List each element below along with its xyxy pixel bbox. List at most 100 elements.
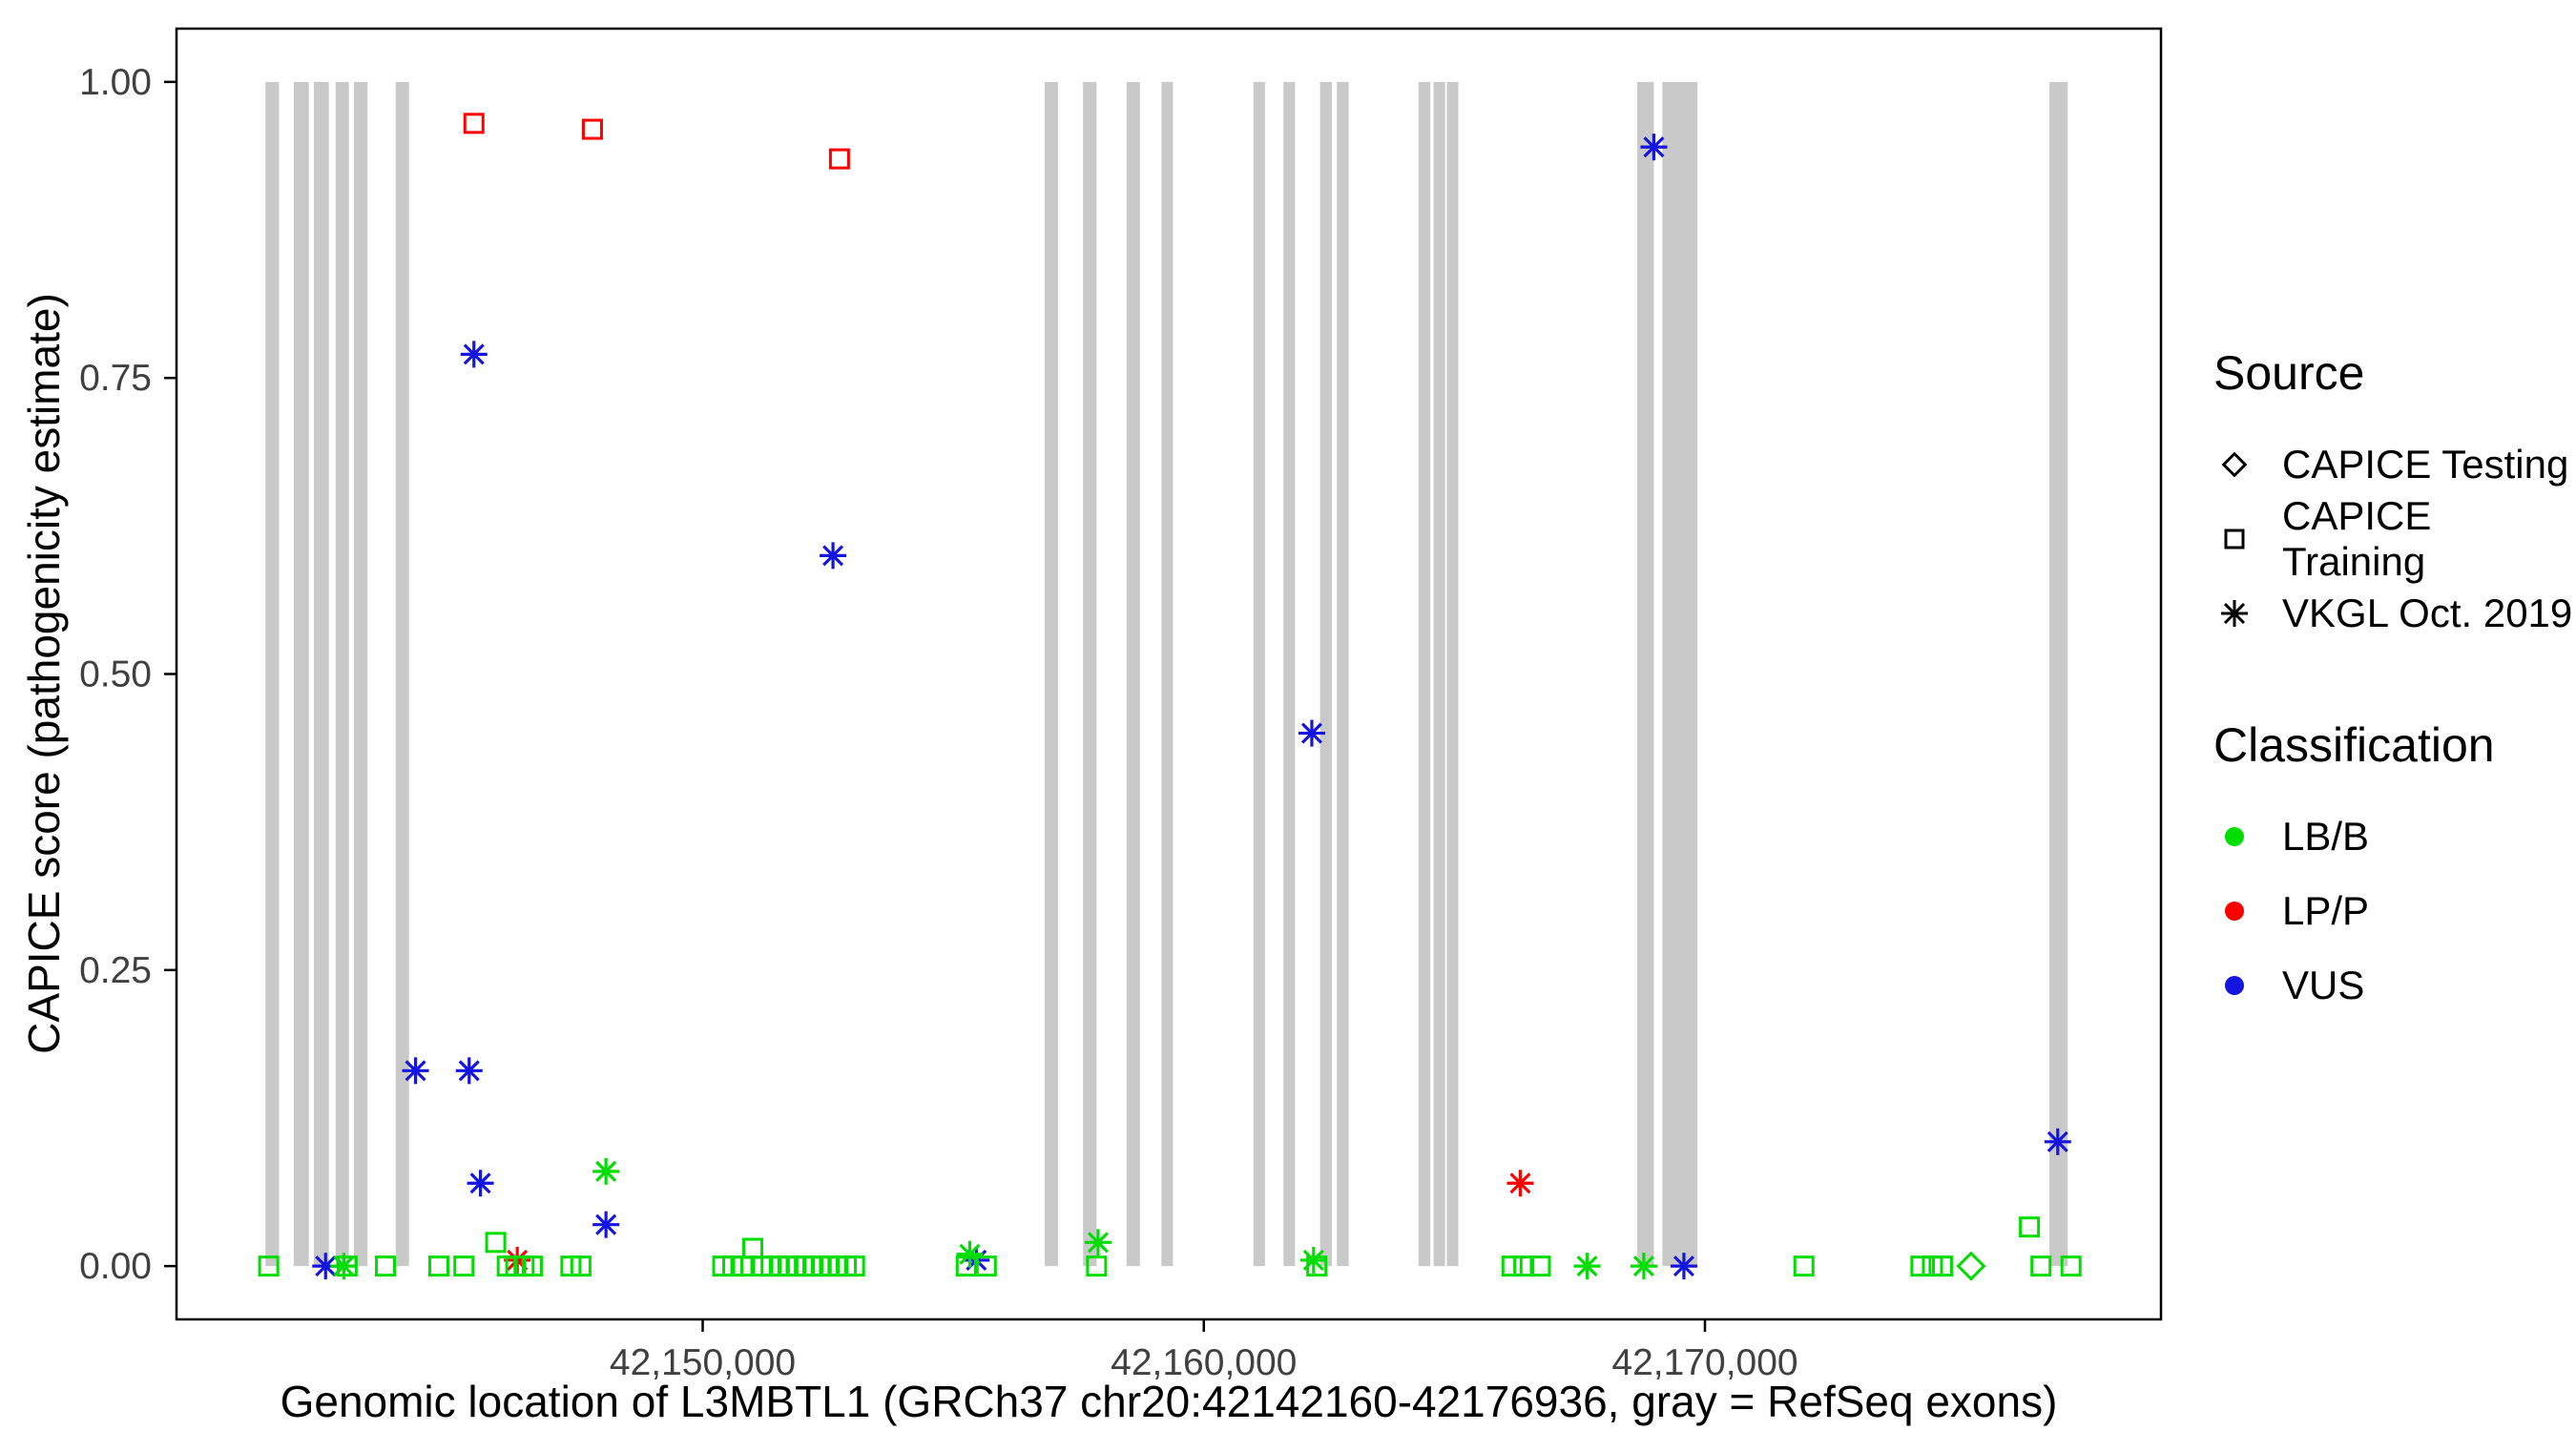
point-vkgl-asterisk (467, 1170, 494, 1197)
point-training-square (375, 1255, 397, 1277)
x-axis-title: Genomic location of L3MBTL1 (GRCh37 chr2… (280, 1377, 2058, 1426)
lpp-dot-icon (2225, 902, 2244, 921)
point-training-square (1501, 1255, 1523, 1277)
y-tick-label: 0.00 (79, 1246, 152, 1287)
y-axis-title: CAPICE score (pathogenicity estimate) (19, 293, 69, 1054)
point-vkgl-asterisk (1630, 1253, 1657, 1280)
legend-source-title: Source (2213, 346, 2365, 400)
point-training-square (955, 1255, 977, 1277)
legend-item-vus: VUS (2213, 948, 2576, 1023)
point-vkgl-asterisk (956, 1240, 984, 1268)
exon-bar (293, 81, 309, 1267)
point-training-square (742, 1237, 764, 1259)
point-training-square (2060, 1255, 2082, 1277)
legend-item-vkgl: VKGL Oct. 2019 (2213, 576, 2576, 651)
legend-label-capice-training: CAPICE Training (2282, 493, 2432, 584)
point-vkgl-asterisk (1298, 719, 1325, 747)
point-training-square (2030, 1255, 2052, 1277)
point-training-square (843, 1255, 865, 1277)
exon-bar (1418, 81, 1431, 1267)
exon-bar (1319, 81, 1332, 1267)
point-testing-diamond (1956, 1251, 1986, 1281)
legend-item-lbb: LB/B (2213, 799, 2576, 874)
legend-label-vus: VUS (2282, 963, 2365, 1007)
y-tick-label: 0.75 (79, 358, 152, 399)
y-tick-label: 0.50 (79, 654, 152, 695)
legend-item-lpp: LP/P (2213, 874, 2576, 948)
point-vkgl-asterisk (592, 1157, 620, 1185)
exon-bar (2049, 81, 2068, 1267)
asterisk-marker-icon (2221, 600, 2248, 627)
point-training-square (1513, 1255, 1535, 1277)
point-training-square (521, 1255, 543, 1277)
point-vkgl-asterisk (1670, 1253, 1697, 1280)
point-training-square (258, 1255, 280, 1277)
point-training-square (1306, 1255, 1328, 1277)
y-tick-label: 0.25 (79, 950, 152, 991)
exon-bar (1433, 81, 1445, 1267)
point-training-square (1910, 1255, 1932, 1277)
point-training-square (1931, 1255, 1953, 1277)
exon-bar (353, 81, 368, 1267)
legend-label-lpp: LP/P (2282, 888, 2370, 933)
legend-classification-title: Classification (2213, 718, 2495, 772)
exon-bar (1045, 81, 1058, 1267)
exon-bar (1662, 81, 1698, 1267)
point-vkgl-asterisk (592, 1211, 620, 1238)
exon-bar (335, 81, 349, 1267)
point-vkgl-asterisk (455, 1057, 483, 1085)
point-training-square (1529, 1255, 1551, 1277)
legend-label-capice-testing: CAPICE Testing (2282, 442, 2569, 487)
point-vkgl-asterisk (460, 341, 488, 368)
diamond-marker-icon (2221, 451, 2248, 478)
point-vkgl-asterisk (1084, 1229, 1111, 1256)
point-training-square (427, 1255, 449, 1277)
point-training-square (1793, 1255, 1815, 1277)
point-vkgl-asterisk (402, 1057, 429, 1085)
point-training-square (581, 118, 603, 140)
point-training-square (463, 113, 485, 135)
point-training-square (485, 1232, 507, 1254)
point-vkgl-asterisk (1573, 1253, 1601, 1280)
exon-bar (395, 81, 409, 1267)
exon-bar (1337, 81, 1349, 1267)
y-tick-label: 1.00 (79, 62, 152, 103)
point-training-square (1086, 1255, 1108, 1277)
legend-label-vkgl: VKGL Oct. 2019 (2282, 591, 2573, 635)
exon-bar (313, 81, 329, 1267)
square-marker-icon (2224, 529, 2245, 550)
point-training-square (453, 1255, 475, 1277)
exon-bar (1446, 81, 1459, 1267)
point-vkgl-asterisk (1299, 1246, 1327, 1274)
x-tick-label: 42,160,000 (1111, 1342, 1297, 1383)
point-vkgl-asterisk (312, 1253, 340, 1280)
legend-item-capice-testing: CAPICE Testing (2213, 427, 2576, 502)
point-training-square (336, 1255, 358, 1277)
vus-dot-icon (2225, 976, 2244, 995)
exon-bar (1637, 81, 1654, 1267)
x-tick-label: 42,170,000 (1611, 1342, 1797, 1383)
point-training-square (828, 148, 850, 170)
point-vkgl-asterisk (2044, 1128, 2071, 1155)
legend-classification-section: Classification LB/B LP/P VUS (2213, 717, 2576, 1023)
legend-item-capice-training: CAPICE Training (2213, 493, 2576, 584)
point-training-square (975, 1255, 997, 1277)
exon-bar (1161, 81, 1174, 1267)
point-training-square (2019, 1216, 2041, 1238)
point-vkgl-asterisk (1506, 1170, 1534, 1197)
point-vkgl-asterisk (820, 542, 847, 570)
lbb-dot-icon (2225, 827, 2244, 846)
legend-source-section: Source CAPICE Testing CAPICE Training (2213, 345, 2576, 651)
legend-label-lbb: LB/B (2282, 814, 2370, 859)
exon-bar (1083, 81, 1097, 1267)
x-tick-label: 42,150,000 (610, 1342, 796, 1383)
exon-bar (1283, 81, 1296, 1267)
exon-bar (1126, 81, 1140, 1267)
exon-bar (1253, 81, 1265, 1267)
legend: Source CAPICE Testing CAPICE Training (2213, 345, 2576, 1089)
point-training-square (570, 1255, 592, 1277)
exon-bar (265, 81, 280, 1267)
point-vkgl-asterisk (1640, 134, 1668, 161)
